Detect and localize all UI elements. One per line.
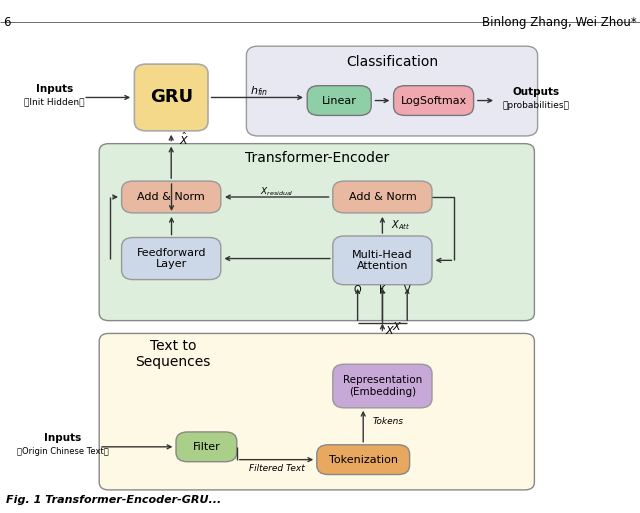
Text: Add & Norm: Add & Norm bbox=[138, 192, 205, 202]
FancyBboxPatch shape bbox=[246, 46, 538, 136]
Text: K: K bbox=[380, 285, 385, 295]
Text: X: X bbox=[392, 322, 399, 332]
FancyBboxPatch shape bbox=[122, 238, 221, 280]
FancyBboxPatch shape bbox=[394, 86, 474, 115]
Text: Feedforward
Layer: Feedforward Layer bbox=[136, 248, 206, 269]
FancyBboxPatch shape bbox=[317, 445, 410, 475]
Text: Outputs: Outputs bbox=[513, 87, 560, 97]
Text: $X_{residual}$: $X_{residual}$ bbox=[260, 186, 293, 198]
Text: Inputs: Inputs bbox=[36, 84, 73, 94]
FancyBboxPatch shape bbox=[333, 236, 432, 285]
Text: X: X bbox=[385, 326, 393, 336]
FancyBboxPatch shape bbox=[333, 364, 432, 408]
Text: Classification: Classification bbox=[346, 54, 438, 69]
Text: （Init Hidden）: （Init Hidden） bbox=[24, 97, 84, 107]
Text: Tokens: Tokens bbox=[372, 417, 404, 426]
Text: Linear: Linear bbox=[322, 95, 356, 106]
Text: 6: 6 bbox=[3, 16, 11, 29]
Text: LogSoftmax: LogSoftmax bbox=[401, 95, 467, 106]
FancyBboxPatch shape bbox=[134, 64, 208, 131]
Text: Fig. 1 Transformer-Encoder-GRU...: Fig. 1 Transformer-Encoder-GRU... bbox=[6, 495, 221, 505]
Text: Representation
(Embedding): Representation (Embedding) bbox=[343, 375, 422, 397]
Text: $\hat{X}$: $\hat{X}$ bbox=[179, 130, 189, 147]
Text: Multi-Head
Attention: Multi-Head Attention bbox=[352, 249, 413, 271]
Text: Filtered Text: Filtered Text bbox=[249, 464, 305, 473]
Text: $h_{fin}$: $h_{fin}$ bbox=[250, 85, 268, 98]
Text: Filter: Filter bbox=[193, 442, 220, 452]
Text: $X_{Att}$: $X_{Att}$ bbox=[392, 218, 411, 231]
FancyBboxPatch shape bbox=[99, 144, 534, 321]
Text: Transformer-Encoder: Transformer-Encoder bbox=[244, 151, 389, 165]
Text: Add & Norm: Add & Norm bbox=[349, 192, 416, 202]
Text: （probabilities）: （probabilities） bbox=[503, 101, 570, 110]
FancyBboxPatch shape bbox=[99, 333, 534, 490]
FancyBboxPatch shape bbox=[307, 86, 371, 115]
FancyBboxPatch shape bbox=[122, 181, 221, 213]
FancyBboxPatch shape bbox=[333, 181, 432, 213]
Text: Text to
Sequences: Text to Sequences bbox=[135, 339, 211, 369]
Text: Inputs: Inputs bbox=[44, 432, 81, 443]
Text: Q: Q bbox=[354, 285, 362, 295]
Text: Binlong Zhang, Wei Zhou*: Binlong Zhang, Wei Zhou* bbox=[482, 16, 637, 29]
Text: GRU: GRU bbox=[150, 88, 193, 107]
Text: V: V bbox=[404, 285, 410, 295]
FancyBboxPatch shape bbox=[176, 432, 237, 462]
Text: Tokenization: Tokenization bbox=[329, 455, 397, 465]
Text: （Origin Chinese Text）: （Origin Chinese Text） bbox=[17, 447, 109, 456]
